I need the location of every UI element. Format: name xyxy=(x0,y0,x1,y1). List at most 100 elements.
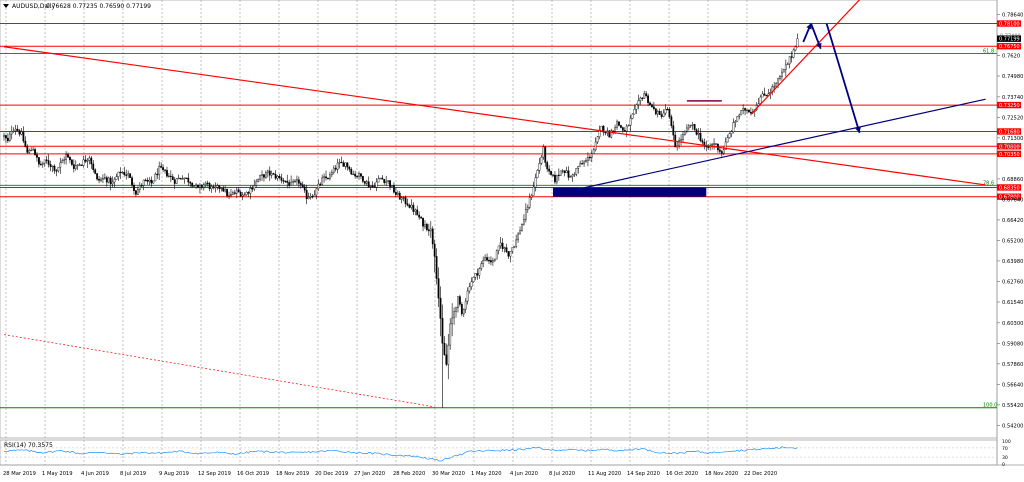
candle-body xyxy=(583,161,585,165)
candle-body xyxy=(552,174,554,176)
candle-body xyxy=(150,179,153,184)
candle-body xyxy=(556,174,558,183)
candle-body xyxy=(82,159,85,166)
candle-body xyxy=(286,180,289,183)
candle-body xyxy=(486,257,488,261)
candle-body xyxy=(715,143,717,145)
candle-body xyxy=(441,318,444,344)
candle-body xyxy=(779,76,781,79)
candle-body xyxy=(389,180,391,187)
candle-body xyxy=(546,162,549,170)
candle-body xyxy=(24,140,27,147)
candle-body xyxy=(623,130,626,132)
candle-body xyxy=(200,184,203,188)
candle-body xyxy=(476,273,479,276)
candle-body xyxy=(393,185,395,193)
candle-body xyxy=(171,176,174,180)
candle-body xyxy=(682,134,684,140)
candle-body xyxy=(515,239,518,247)
y-tick-label: 0.73740 xyxy=(1002,95,1023,101)
candle-body xyxy=(125,174,128,176)
candle-body xyxy=(557,174,560,177)
candle-body xyxy=(647,95,649,104)
candle-body xyxy=(74,165,77,169)
candle-body xyxy=(391,185,393,187)
rsi-line xyxy=(3,446,798,462)
candle-body xyxy=(162,167,164,170)
candle-body xyxy=(724,141,727,150)
candle-body xyxy=(212,186,215,188)
candle-body xyxy=(247,192,250,194)
candle-body xyxy=(394,192,397,195)
candle-body xyxy=(736,116,739,122)
x-tick-label: 12 Sep 2019 xyxy=(198,471,231,477)
candle-body xyxy=(563,170,566,174)
candle-body xyxy=(402,197,405,199)
candle-body xyxy=(297,179,300,184)
candle-body xyxy=(136,189,139,195)
candle-body xyxy=(796,38,799,48)
candle-body xyxy=(645,93,648,96)
candle-body xyxy=(746,109,748,112)
candle-body xyxy=(765,95,768,97)
level-price-box xyxy=(997,128,1021,135)
x-tick-label: 18 Nov 2019 xyxy=(276,471,309,477)
candle-body xyxy=(459,296,461,305)
candle-body xyxy=(63,159,66,161)
level-price-label: 0.76750 xyxy=(999,44,1020,50)
candle-body xyxy=(464,300,467,310)
candle-body xyxy=(16,128,19,131)
candle-body xyxy=(197,184,199,188)
candle-body xyxy=(654,108,657,115)
candle-body xyxy=(497,245,500,251)
candle-body xyxy=(418,214,421,218)
candle-body xyxy=(214,187,217,189)
candle-body xyxy=(507,251,510,257)
candle-body xyxy=(387,180,390,182)
ohlc-readout: 0.76628 0.77235 0.76590 0.77199 xyxy=(46,3,151,10)
candle-body xyxy=(90,157,93,165)
candle-body xyxy=(235,189,238,194)
rsi-tick-label: 70 xyxy=(1002,446,1008,452)
candle-body xyxy=(431,228,434,245)
candle-body xyxy=(629,118,632,126)
candle-body xyxy=(420,216,422,219)
candle-body xyxy=(538,163,541,171)
candle-body xyxy=(426,224,428,230)
candle-body xyxy=(524,209,527,220)
candle-body xyxy=(691,124,694,126)
candle-body xyxy=(484,257,487,261)
candle-body xyxy=(113,179,116,183)
candle-body xyxy=(732,122,735,132)
support-zone xyxy=(553,100,722,197)
candle-body xyxy=(152,180,155,184)
y-tick-label: 0.61540 xyxy=(1002,300,1023,306)
x-tick-label: 8 Jul 2019 xyxy=(120,471,146,477)
candle-body xyxy=(167,175,170,178)
candle-body xyxy=(67,154,69,158)
candle-body xyxy=(588,156,591,159)
candle-body xyxy=(92,163,95,171)
candle-body xyxy=(482,259,485,265)
candle-body xyxy=(699,133,702,141)
level-price-label: 0.70350 xyxy=(999,152,1020,158)
candle-body xyxy=(290,181,293,186)
candle-body xyxy=(406,203,409,206)
y-tick-label: 0.67640 xyxy=(1002,197,1023,203)
candle-body xyxy=(173,179,176,184)
candle-body xyxy=(536,170,539,178)
candle-body xyxy=(685,127,688,132)
candle-body xyxy=(32,149,35,151)
candle-body xyxy=(222,187,225,192)
candle-body xyxy=(276,175,279,179)
candle-body xyxy=(373,186,376,188)
candle-body xyxy=(206,182,209,185)
candle-body xyxy=(5,135,7,139)
candle-body xyxy=(480,263,483,269)
candle-body xyxy=(340,161,343,164)
candle-body xyxy=(608,130,611,138)
candle-body xyxy=(697,133,700,135)
candle-body xyxy=(28,149,31,153)
candle-body xyxy=(598,130,601,137)
candle-body xyxy=(414,209,417,212)
